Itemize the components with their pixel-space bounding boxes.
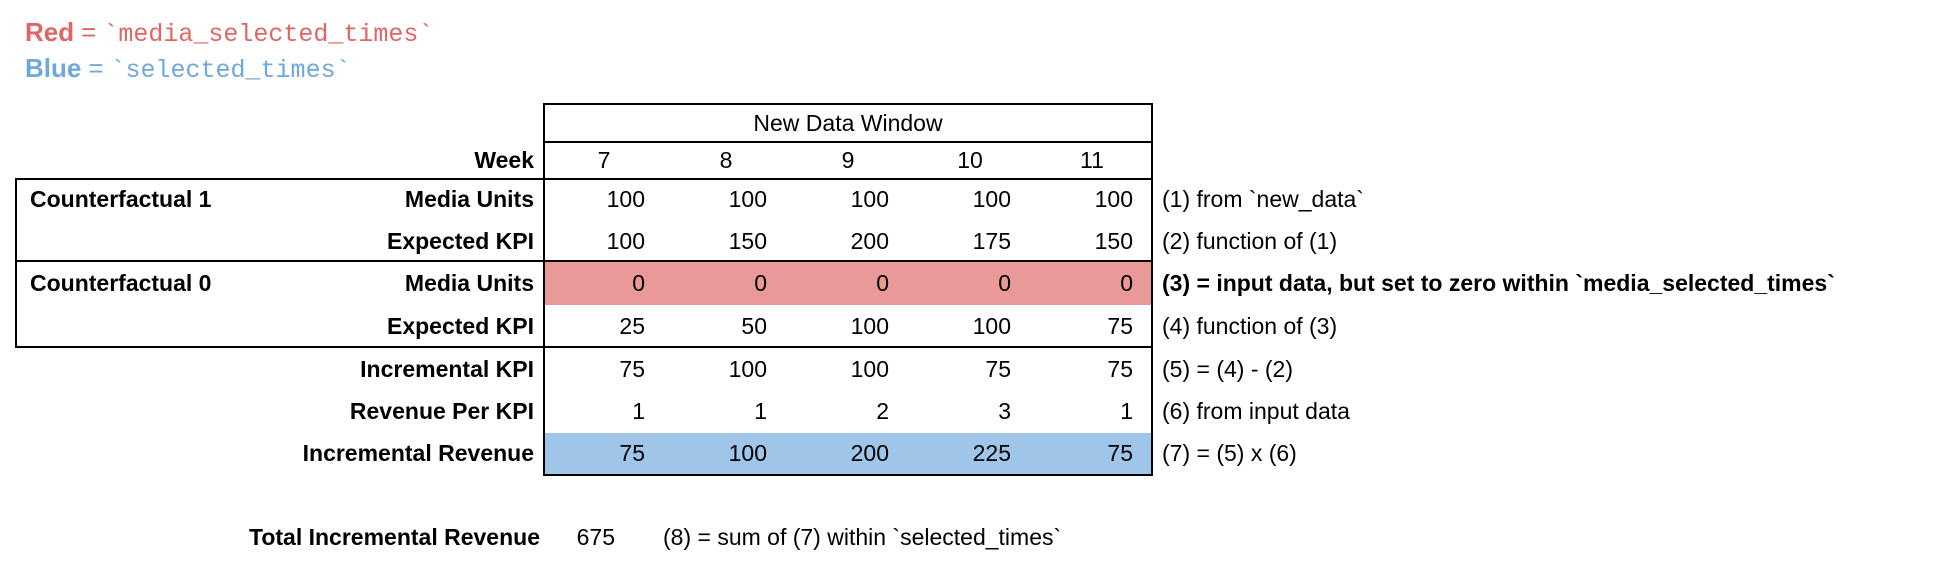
- value-cell: 100: [728, 186, 767, 212]
- value-cell: 100: [1094, 186, 1133, 212]
- week-row-left-border: [543, 141, 545, 180]
- value-cell: 75: [1107, 356, 1133, 382]
- total-label: Total Incremental Revenue: [249, 524, 540, 550]
- row-annotation: (7) = (5) x (6): [1162, 440, 1297, 466]
- legend-blue-equals: =: [88, 53, 104, 83]
- row-label: Expected KPI: [387, 313, 534, 339]
- group-label-counterfactual-1: Counterfactual 1: [30, 186, 212, 212]
- group-label-counterfactual-0: Counterfactual 0: [30, 270, 212, 296]
- legend-blue-entry: Blue = `selected_times`: [25, 52, 351, 85]
- value-cell: 0: [876, 270, 889, 296]
- table-row-incremental-revenue: Incremental Revenue 75 100 200 225 75 (7…: [0, 433, 1960, 474]
- legend-red-code: `media_selected_times`: [103, 20, 434, 49]
- value-cell: 75: [985, 356, 1011, 382]
- row-annotation: (2) function of (1): [1162, 228, 1338, 254]
- total-row: Total Incremental Revenue 675 (8) = sum …: [0, 516, 1960, 558]
- value-cell: 150: [728, 228, 767, 254]
- row-annotation: (4) function of (3): [1162, 313, 1338, 339]
- row-label: Incremental Revenue: [302, 440, 534, 466]
- row-label: Revenue Per KPI: [349, 398, 534, 424]
- value-cell: 50: [741, 313, 767, 339]
- group-divider-line: [15, 260, 1153, 262]
- value-cell: 100: [972, 313, 1011, 339]
- legend-red-entry: Red = `media_selected_times`: [25, 16, 434, 49]
- week-header-cell: 11: [1080, 147, 1104, 173]
- value-cell: 1: [632, 398, 645, 424]
- row-annotation: (3) = input data, but set to zero within…: [1162, 270, 1835, 296]
- row-label: Media Units: [404, 186, 534, 212]
- week-header-cell: 10: [957, 147, 983, 173]
- row-label: Expected KPI: [387, 228, 534, 254]
- value-cell: 100: [972, 186, 1011, 212]
- table-row-media-units-cf0: Counterfactual 0 Media Units 0 0 0 0 0 (…: [0, 262, 1960, 305]
- row-annotation: (5) = (4) - (2): [1162, 356, 1293, 382]
- value-cell: 175: [972, 228, 1011, 254]
- value-cell: 0: [1120, 270, 1133, 296]
- table-row-revenue-per-kpi: Revenue Per KPI 1 1 2 3 1 (6) from input…: [0, 390, 1960, 433]
- row-annotation: (1) from `new_data`: [1162, 186, 1364, 212]
- value-cell: 100: [850, 313, 889, 339]
- week-header-cell: 8: [719, 147, 733, 173]
- value-cell: 3: [998, 398, 1011, 424]
- counterfactual-bottom-line: [15, 346, 1153, 348]
- value-cell: 25: [619, 313, 645, 339]
- week-header-row: Week 7 8 9 10 11: [0, 143, 1960, 178]
- week-header-cell: 9: [841, 147, 855, 173]
- row-label: Media Units: [404, 270, 534, 296]
- table-row-media-units-cf1: Counterfactual 1 Media Units 100 100 100…: [0, 178, 1960, 220]
- value-cell: 0: [754, 270, 767, 296]
- row-label: Incremental KPI: [360, 356, 534, 382]
- value-cell: 225: [972, 440, 1011, 466]
- week-header-cell: 7: [597, 147, 611, 173]
- week-label: Week: [474, 147, 534, 173]
- total-annotation: (8) = sum of (7) within `selected_times`: [663, 524, 1062, 550]
- week-row-right-border: [1151, 141, 1153, 180]
- value-cell: 0: [998, 270, 1011, 296]
- value-cell: 100: [728, 440, 767, 466]
- value-cell: 100: [606, 186, 645, 212]
- value-cell: 200: [850, 228, 889, 254]
- value-cell: 75: [619, 440, 645, 466]
- value-cell: 1: [1120, 398, 1133, 424]
- legend-red-equals: =: [81, 17, 97, 47]
- value-cell: 75: [1107, 440, 1133, 466]
- table-row-incremental-kpi: Incremental KPI 75 100 100 75 75 (5) = (…: [0, 348, 1960, 390]
- value-cell: 75: [619, 356, 645, 382]
- table-row-expected-kpi-cf0: Expected KPI 25 50 100 100 75 (4) functi…: [0, 305, 1960, 348]
- value-cell: 0: [632, 270, 645, 296]
- new-data-window-box: [543, 103, 1153, 143]
- table-row-expected-kpi-cf1: Expected KPI 100 150 200 175 150 (2) fun…: [0, 220, 1960, 262]
- value-cell: 150: [1094, 228, 1133, 254]
- value-cell: 2: [876, 398, 889, 424]
- media-selected-times-highlight: [545, 262, 1151, 305]
- value-cell: 100: [606, 228, 645, 254]
- value-cell: 100: [850, 186, 889, 212]
- value-cell: 100: [728, 356, 767, 382]
- value-cell: 200: [850, 440, 889, 466]
- selected-times-highlight: [545, 433, 1151, 474]
- value-cell: 1: [754, 398, 767, 424]
- legend-blue-code: `selected_times`: [110, 56, 351, 85]
- value-cell: 100: [850, 356, 889, 382]
- total-value: 675: [576, 524, 615, 550]
- new-data-window-title: New Data Window: [753, 110, 943, 136]
- row-annotation: (6) from input data: [1162, 398, 1350, 424]
- legend-red-label: Red: [25, 17, 75, 47]
- value-cell: 75: [1107, 313, 1133, 339]
- legend-blue-label: Blue: [25, 53, 82, 83]
